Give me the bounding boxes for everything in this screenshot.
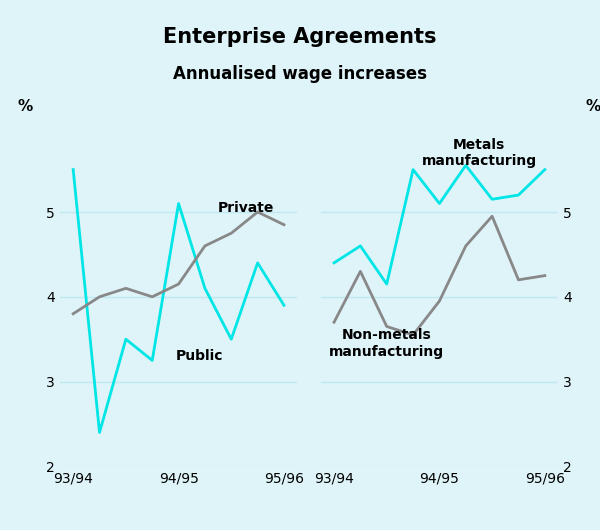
Text: Non-metals
manufacturing: Non-metals manufacturing xyxy=(329,329,444,358)
Text: %: % xyxy=(586,99,600,113)
Text: Private: Private xyxy=(218,201,274,215)
Text: Enterprise Agreements: Enterprise Agreements xyxy=(163,27,437,47)
Text: Metals
manufacturing: Metals manufacturing xyxy=(421,138,536,167)
Text: Public: Public xyxy=(176,349,223,363)
Text: Annualised wage increases: Annualised wage increases xyxy=(173,65,427,83)
Text: %: % xyxy=(17,99,32,113)
